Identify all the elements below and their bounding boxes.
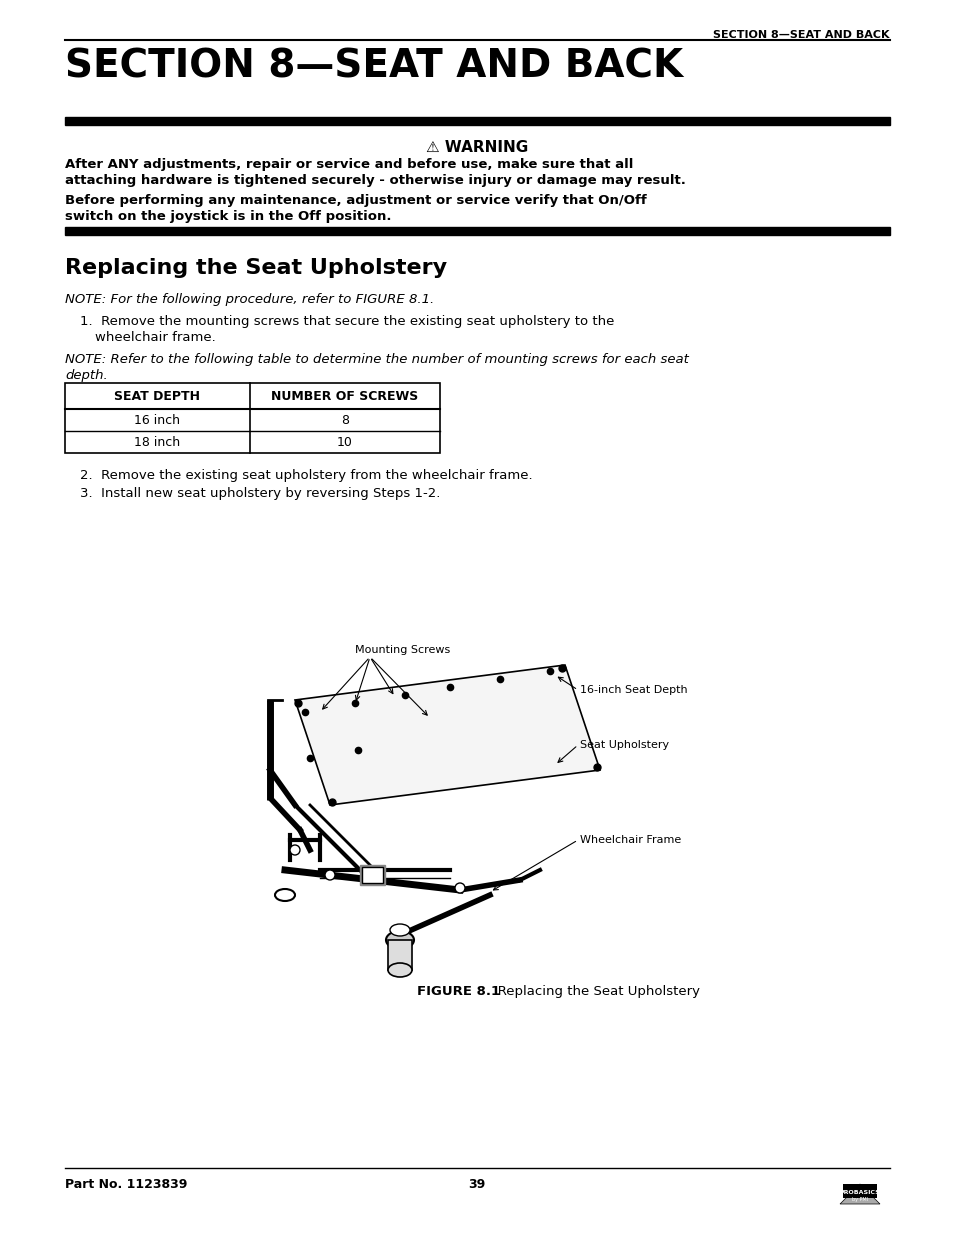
Text: SECTION 8—SEAT AND BACK: SECTION 8—SEAT AND BACK — [713, 30, 889, 40]
Text: 8: 8 — [340, 414, 349, 426]
Circle shape — [455, 883, 464, 893]
Text: Part No. 1123839: Part No. 1123839 — [65, 1178, 187, 1191]
Text: 16-inch Seat Depth: 16-inch Seat Depth — [579, 685, 687, 695]
Bar — [388, 940, 412, 969]
Text: NOTE: For the following procedure, refer to FIGURE 8.1.: NOTE: For the following procedure, refer… — [65, 293, 434, 306]
Text: Before performing any maintenance, adjustment or service verify that On/Off: Before performing any maintenance, adjus… — [65, 194, 646, 207]
Text: Wheelchair Frame: Wheelchair Frame — [579, 835, 680, 845]
Text: depth.: depth. — [65, 369, 108, 382]
Text: 1.  Remove the mounting screws that secure the existing seat upholstery to the: 1. Remove the mounting screws that secur… — [80, 315, 614, 329]
Text: 16 inch: 16 inch — [134, 414, 180, 426]
Ellipse shape — [274, 889, 294, 902]
Text: by PMI: by PMI — [851, 1198, 867, 1203]
Text: 10: 10 — [336, 436, 353, 448]
Text: wheelchair frame.: wheelchair frame. — [95, 331, 215, 345]
Polygon shape — [294, 664, 599, 805]
Text: FIGURE 8.1: FIGURE 8.1 — [416, 986, 499, 998]
Text: Replacing the Seat Upholstery: Replacing the Seat Upholstery — [65, 258, 447, 278]
Bar — [842, 1184, 876, 1198]
Text: Seat Upholstery: Seat Upholstery — [579, 740, 668, 750]
Text: 2.  Remove the existing seat upholstery from the wheelchair frame.: 2. Remove the existing seat upholstery f… — [80, 469, 532, 482]
Bar — [359, 864, 385, 885]
Text: PROBASICS: PROBASICS — [839, 1189, 880, 1194]
Text: switch on the joystick is in the Off position.: switch on the joystick is in the Off pos… — [65, 210, 391, 224]
Text: After ANY adjustments, repair or service and before use, make sure that all: After ANY adjustments, repair or service… — [65, 158, 633, 170]
Bar — [361, 867, 382, 883]
Circle shape — [290, 845, 299, 855]
Ellipse shape — [388, 963, 412, 977]
Text: SEAT DEPTH: SEAT DEPTH — [114, 389, 200, 403]
Text: NOTE: Refer to the following table to determine the number of mounting screws fo: NOTE: Refer to the following table to de… — [65, 353, 688, 366]
Text: 39: 39 — [468, 1178, 485, 1191]
Text: ⚠ WARNING: ⚠ WARNING — [425, 140, 528, 156]
Text: Mounting Screws: Mounting Screws — [355, 645, 450, 655]
Bar — [65, 383, 439, 453]
Text: attaching hardware is tightened securely - otherwise injury or damage may result: attaching hardware is tightened securely… — [65, 174, 685, 186]
Circle shape — [325, 869, 335, 881]
Text: 3.  Install new seat upholstery by reversing Steps 1-2.: 3. Install new seat upholstery by revers… — [80, 487, 440, 500]
Text: Replacing the Seat Upholstery: Replacing the Seat Upholstery — [484, 986, 700, 998]
Text: 18 inch: 18 inch — [134, 436, 180, 448]
Polygon shape — [840, 1184, 879, 1204]
Bar — [65, 117, 889, 125]
Text: NUMBER OF SCREWS: NUMBER OF SCREWS — [271, 389, 418, 403]
Ellipse shape — [386, 931, 414, 948]
Bar — [65, 227, 889, 235]
Ellipse shape — [390, 924, 410, 936]
Text: SECTION 8—SEAT AND BACK: SECTION 8—SEAT AND BACK — [65, 48, 682, 86]
